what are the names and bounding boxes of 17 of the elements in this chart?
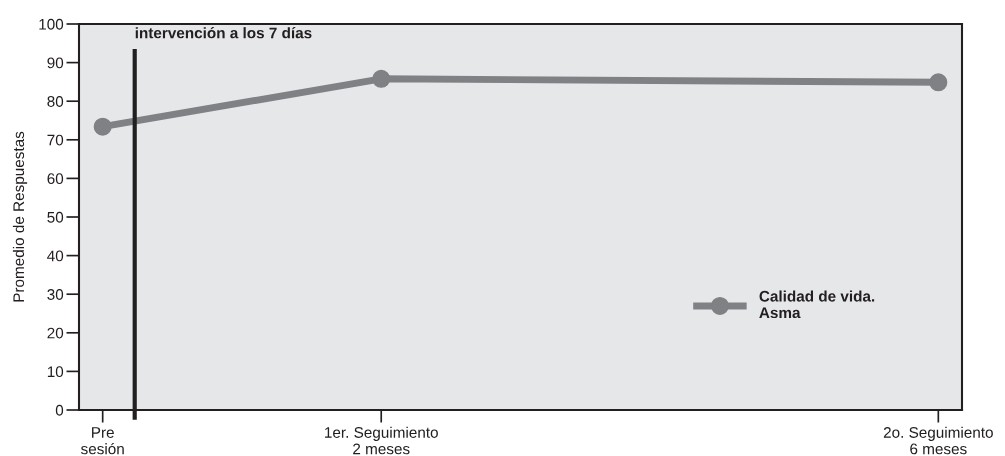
y-tick-label: 40 bbox=[47, 250, 64, 262]
legend-label: Calidad de vida. Asma bbox=[759, 290, 875, 319]
y-tick-label: 60 bbox=[47, 173, 64, 185]
y-tick-label: 10 bbox=[47, 366, 64, 378]
y-tick-label: 90 bbox=[47, 57, 64, 69]
x-tick-label: 1er. Seguimiento 2 meses bbox=[325, 426, 438, 455]
y-tick-label: 100 bbox=[39, 18, 64, 30]
y-axis-title: Promedio de Respuestas bbox=[12, 131, 28, 302]
y-tick-label: 70 bbox=[47, 134, 64, 146]
y-tick-label: 30 bbox=[47, 289, 64, 300]
x-tick-label: 2o. Seguimiento 6 meses bbox=[883, 426, 993, 455]
y-tick-label: 0 bbox=[55, 404, 64, 416]
y-tick-label: 20 bbox=[47, 327, 64, 339]
annotation: intervención a los 7 días bbox=[135, 26, 312, 39]
x-tick-label: Pre sesión bbox=[81, 427, 124, 455]
y-tick-label: 50 bbox=[47, 211, 64, 223]
y-tick-label: 80 bbox=[47, 96, 64, 107]
